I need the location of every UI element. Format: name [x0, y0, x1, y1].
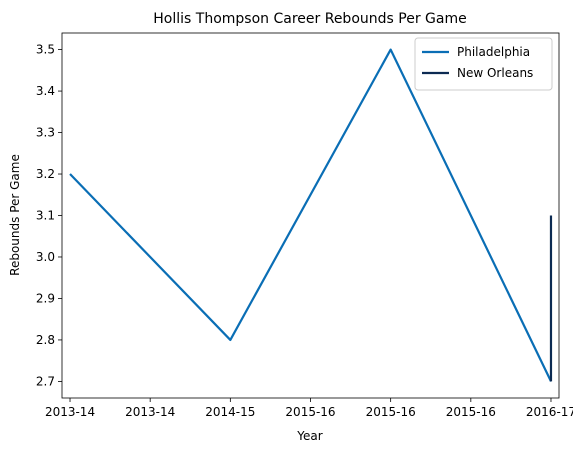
legend: Philadelphia New Orleans	[414, 37, 553, 91]
y-tick-label: 3.3	[36, 126, 55, 140]
y-tick-label: 2.8	[36, 333, 55, 347]
y-tick-label: 3.0	[36, 250, 55, 264]
series-line-philadelphia	[69, 48, 552, 382]
x-axis-title: Year	[296, 429, 322, 443]
chart-title: Hollis Thompson Career Rebounds Per Game	[153, 11, 466, 27]
x-tick-label: 2016-17	[526, 405, 573, 419]
legend-label: Philadelphia	[457, 45, 530, 59]
x-tick-label: 2015-16	[285, 405, 335, 419]
x-tick-label: 2015-16	[366, 405, 416, 419]
y-axis: 2.7 2.8 2.9 3.0 3.1 3.2 3.3 3.4 3.5	[36, 43, 62, 388]
y-tick-label: 2.7	[36, 374, 55, 388]
y-tick-label: 3.2	[36, 167, 55, 181]
x-tick-label: 2014-15	[205, 405, 255, 419]
y-tick-label: 2.9	[36, 291, 55, 305]
x-tick-label: 2015-16	[446, 405, 496, 419]
x-tick-label: 2013-14	[125, 405, 175, 419]
legend-frame	[414, 37, 553, 91]
x-axis: 2013-14 2013-14 2014-15 2015-16 2015-16 2015-…	[45, 398, 573, 419]
x-tick-label: 2013-14	[45, 405, 95, 419]
legend-label: New Orleans	[457, 66, 533, 80]
y-axis-title: Rebounds Per Game	[8, 154, 22, 276]
y-tick-label: 3.5	[36, 43, 55, 57]
series-layer	[69, 48, 553, 382]
y-tick-label: 3.1	[36, 209, 55, 223]
y-tick-label: 3.4	[36, 84, 55, 98]
